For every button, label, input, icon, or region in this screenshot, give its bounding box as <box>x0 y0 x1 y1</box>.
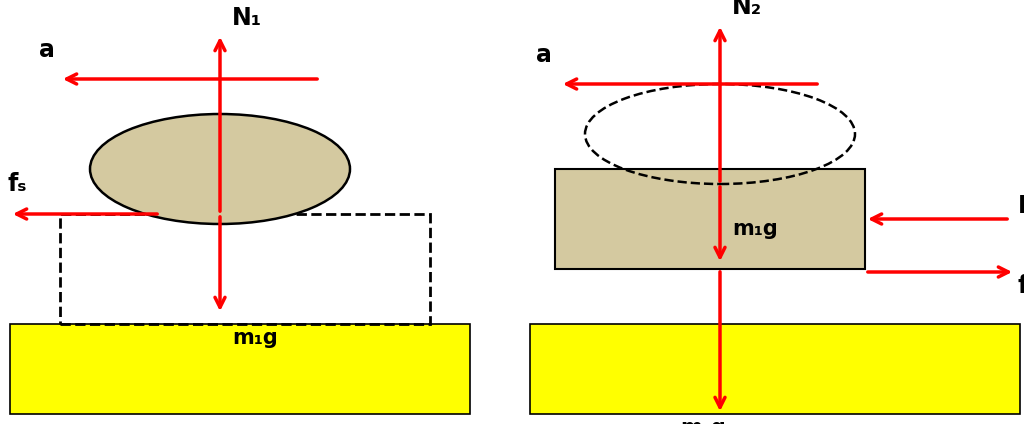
Bar <box>10 324 470 414</box>
Text: a: a <box>537 43 552 67</box>
Text: N₁: N₁ <box>232 6 262 30</box>
Ellipse shape <box>90 114 350 224</box>
Text: fₖ: fₖ <box>1018 274 1024 298</box>
Bar <box>555 169 865 269</box>
Text: a: a <box>39 38 55 62</box>
Bar <box>60 214 430 324</box>
Bar <box>530 324 1020 414</box>
Text: N₂: N₂ <box>732 0 762 19</box>
Text: m₂g: m₂g <box>680 418 726 424</box>
Text: P: P <box>1018 194 1024 218</box>
Text: m₁g: m₁g <box>232 328 278 348</box>
Text: fₛ: fₛ <box>8 172 28 196</box>
Text: m₁g: m₁g <box>732 219 778 239</box>
